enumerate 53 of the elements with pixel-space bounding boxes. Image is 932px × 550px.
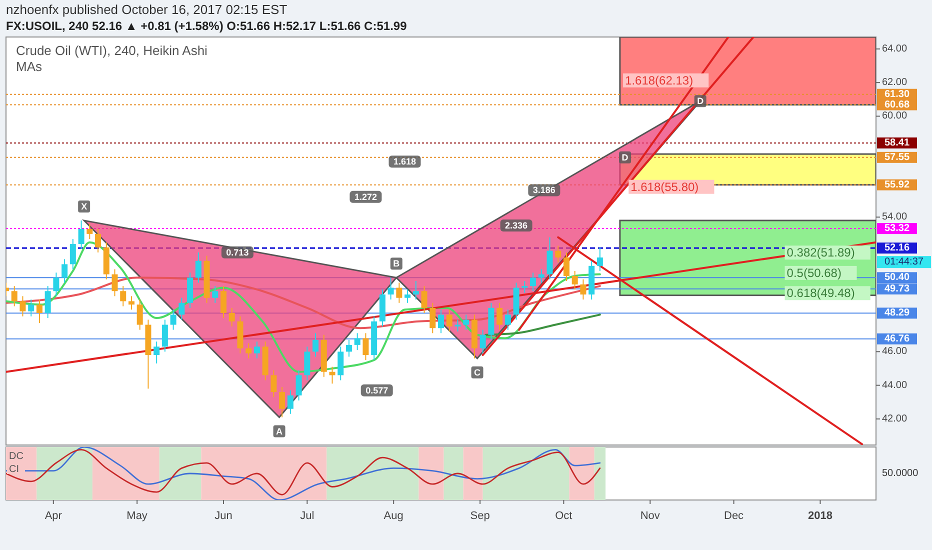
y-tick-label: 42.00 [882, 413, 908, 424]
annotation: D [697, 96, 704, 106]
chart-title: nzhoenfx published October 16, 2017 02:15 EST [6, 2, 288, 17]
annotation: 0.5(50.68) [786, 266, 842, 280]
ref-line-label: 61.30 [884, 88, 910, 100]
x-tick-label: Sep [470, 510, 490, 522]
ref-line-label: 57.55 [884, 152, 910, 163]
x-tick-label: Nov [640, 510, 660, 522]
annotation: MAs [16, 59, 42, 74]
ref-line-label: 49.73 [884, 283, 910, 294]
annotation: 1.618 [393, 156, 416, 167]
text: 01:44:37 [884, 256, 924, 268]
x-tick-label: 2018 [808, 510, 832, 522]
ref-line-label: 50.40 [884, 272, 910, 284]
x-tick-label: Apr [44, 510, 62, 522]
y-tick-label: 64.00 [882, 43, 908, 54]
y-tick-label: 54.00 [882, 212, 908, 223]
y-tick-label: 60.00 [882, 110, 908, 122]
y-tick-label: 44.00 [882, 380, 908, 391]
annotation: 0.713 [226, 247, 249, 258]
x-tick-label: Aug [384, 510, 404, 522]
chart-subtitle: FX:USOIL, 240 52.16 ▲ +0.81 (+1.58%) O:51.66 H:52.17 L:51.66 C:51.99 [6, 19, 408, 33]
annotation: CI [9, 464, 19, 475]
annotation: 0.577 [366, 385, 388, 396]
annotation: 0.382(51.89) [786, 246, 855, 260]
x-tick-label: Jun [214, 510, 232, 522]
ref-line-label: 60.68 [884, 99, 910, 110]
annotation: 1.618(55.80) [630, 180, 699, 194]
annotation: 2.336 [505, 220, 528, 231]
annotation: B [393, 258, 400, 269]
annotation: Crude Oil (WTI), 240, Heikin Ashi [16, 43, 208, 58]
annotation: C [474, 367, 481, 378]
text: 50.0000 [882, 468, 919, 479]
x-tick-label: Oct [555, 510, 572, 522]
ref-line-label: 58.41 [884, 137, 910, 148]
annotation: 1.272 [354, 192, 377, 202]
y-tick-label: 46.00 [882, 346, 908, 358]
annotation: D [622, 152, 629, 162]
ref-line-label: 55.92 [884, 179, 910, 190]
annotation: 1.618(62.13) [625, 73, 694, 88]
annotation: 0.618(49.48) [786, 286, 855, 300]
ref-line-label: 52.16 [884, 242, 910, 254]
annotation: X [81, 201, 88, 212]
x-tick-label: Jul [300, 510, 314, 522]
ref-line-label: 46.76 [884, 333, 910, 344]
ref-line-label: 48.29 [884, 308, 910, 319]
x-tick-label: Dec [724, 510, 744, 522]
annotation: DC [9, 451, 24, 462]
ref-line-label: 53.32 [884, 223, 910, 234]
annotation: 3.186 [532, 185, 556, 196]
annotation: A [276, 426, 284, 436]
x-tick-label: May [126, 510, 148, 522]
y-tick-label: 62.00 [882, 77, 908, 88]
